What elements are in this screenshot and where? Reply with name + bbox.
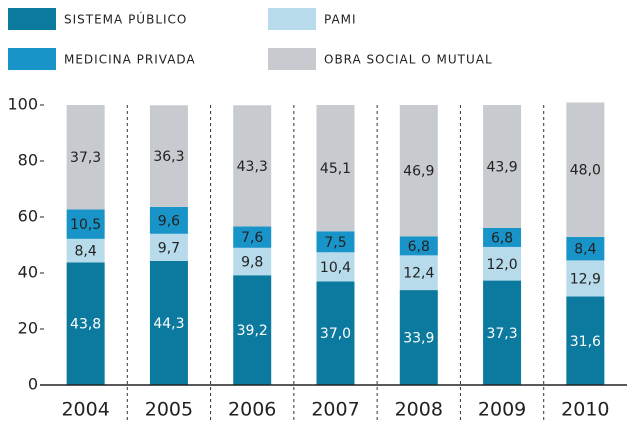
bar-segment [233,247,272,276]
value-label: 7,6 [241,230,263,246]
bar-segment [483,280,522,385]
x-tick-label: 2007 [311,399,359,421]
value-label: 6,8 [491,230,513,246]
value-label: 39,2 [237,323,268,339]
bar-segment [566,296,605,385]
value-label: 45,1 [320,161,351,177]
bar-segment [66,238,105,263]
value-label: 48,0 [570,163,601,179]
value-label: 43,9 [486,159,517,175]
legend-swatch [8,48,56,70]
bar-segment [66,262,105,385]
bar-segment [566,236,605,261]
value-label: 33,9 [403,331,434,347]
value-label: 43,8 [70,317,101,333]
y-tick-label: 0 [28,375,38,394]
value-label: 31,6 [570,334,601,350]
value-label: 8,4 [75,244,97,260]
bar-segment [483,105,522,228]
value-label: 37,3 [70,150,101,166]
value-label: 37,0 [320,326,351,342]
bar-segment [399,236,438,256]
bar-segment [316,281,355,385]
value-label: 9,7 [158,240,180,256]
legend-label: MEDICINA PRIVADA [64,53,196,67]
bar-segment [233,226,272,248]
bar-segment [149,260,188,385]
bar-segment [233,105,272,227]
value-label: 12,0 [486,257,517,273]
bar-segment [149,105,188,207]
y-tick-label: 80 [18,151,38,170]
value-label: 12,4 [403,266,434,282]
legend-label: PAMI [324,13,357,27]
value-label: 10,4 [320,260,351,276]
x-tick-label: 2009 [478,399,526,421]
value-label: 36,3 [153,149,184,165]
bar-segment [66,105,105,210]
bar-segment [483,227,522,247]
value-label: 44,3 [153,316,184,332]
bar-segment [149,233,188,261]
y-tick-label: 100 [7,95,38,114]
bar-segment [316,105,355,232]
x-tick-label: 2005 [145,399,193,421]
legend-swatch [8,8,56,30]
y-tick-label: 40 [18,263,38,282]
y-tick-label: 60 [18,207,38,226]
legend-label: SISTEMA PÚBLICO [64,12,187,27]
value-label: 43,3 [237,159,268,175]
bar-segment [149,206,188,234]
bar-segment [399,255,438,291]
legend-label: OBRA SOCIAL O MUTUAL [324,53,493,67]
y-tick-label: 20 [18,319,38,338]
x-tick-label: 2006 [228,399,276,421]
bar-segment [566,260,605,297]
value-label: 12,9 [570,271,601,287]
x-tick-label: 2010 [561,399,609,421]
legend-swatch [268,48,316,70]
bar-segment [233,275,272,385]
value-label: 9,8 [241,255,263,271]
bar-segment [483,246,522,281]
value-label: 9,6 [158,213,180,229]
x-tick-label: 2004 [61,399,109,421]
bar-segment [566,102,605,237]
value-label: 6,8 [408,239,430,255]
legend-swatch [268,8,316,30]
bar-segment [316,231,355,253]
bar-segment [66,209,105,239]
bar-segment [316,252,355,282]
bar-segment [399,290,438,385]
value-label: 37,3 [486,326,517,342]
x-tick-label: 2008 [395,399,443,421]
value-label: 7,5 [324,235,346,251]
value-label: 10,5 [70,217,101,233]
bar-segment [399,105,438,237]
value-label: 46,9 [403,164,434,180]
value-label: 8,4 [574,242,596,258]
